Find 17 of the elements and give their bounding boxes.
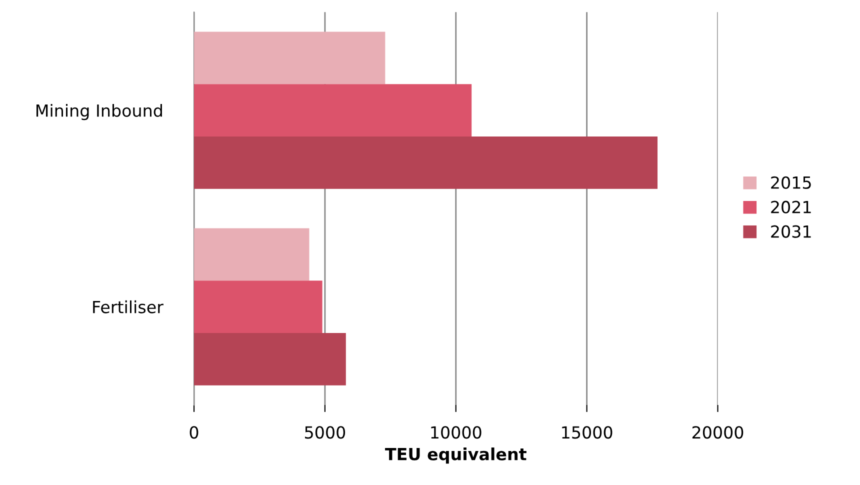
legend-label: 2031 xyxy=(771,225,811,238)
x-tick-label: 15000 xyxy=(562,426,612,439)
x-axis-title: TEU equivalent xyxy=(385,447,526,464)
x-tick-label: 20000 xyxy=(692,426,744,439)
bar xyxy=(194,332,346,386)
bar xyxy=(194,280,322,333)
x-tick-label: 10000 xyxy=(431,426,482,439)
x-tick-label: 5000 xyxy=(305,426,346,439)
bar xyxy=(194,32,386,84)
bar xyxy=(194,228,310,281)
x-tick-label: 0 xyxy=(190,426,198,439)
legend-label: 2015 xyxy=(771,176,811,189)
bar xyxy=(194,136,658,189)
y-tick-label: Mining Inbound xyxy=(36,104,162,120)
bar xyxy=(194,84,472,137)
legend-label: 2021 xyxy=(771,200,811,214)
y-tick-label: Fertiliser xyxy=(93,300,164,314)
